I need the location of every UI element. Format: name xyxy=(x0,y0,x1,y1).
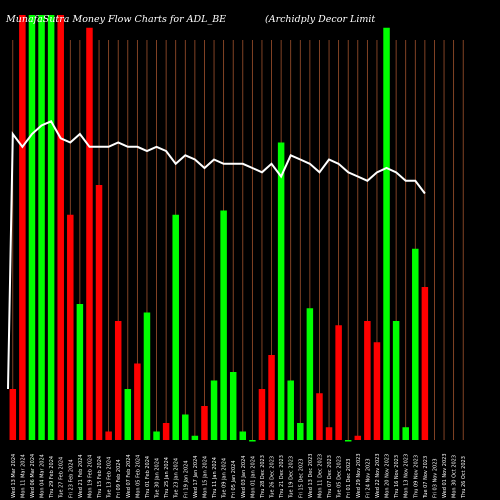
money-flow-bar xyxy=(28,15,36,440)
x-tick-label: Thu 21 Dec 2023 xyxy=(279,455,285,499)
x-tick-label: Mon 11 Mar 2024 xyxy=(20,454,26,498)
money-flow-bar xyxy=(344,440,352,442)
money-flow-bar xyxy=(105,431,112,440)
money-flow-bar xyxy=(297,423,304,440)
money-flow-bar xyxy=(383,27,390,440)
money-flow-bar xyxy=(172,214,179,440)
money-flow-bar xyxy=(316,393,323,440)
x-tick-label: Mon 01 Jan 2024 xyxy=(250,456,256,498)
x-tick-label: Tue 19 Dec 2023 xyxy=(289,456,295,499)
money-flow-bar xyxy=(402,427,409,440)
x-tick-label: Mon 30 Oct 2023 xyxy=(452,455,458,498)
money-flow-bar xyxy=(95,185,103,440)
x-tick-label: Thu 28 Dec 2023 xyxy=(260,455,266,499)
bar-series xyxy=(9,15,429,442)
x-tick-label: Wed 17 Jan 2024 xyxy=(193,456,199,498)
money-flow-bar xyxy=(57,15,64,440)
x-tick-label: Tue 05 Dec 2023 xyxy=(337,456,343,499)
money-flow-bar xyxy=(335,325,342,440)
money-flow-bar xyxy=(229,372,237,440)
money-flow-bar xyxy=(124,389,132,440)
money-flow-bar xyxy=(201,406,208,440)
money-flow-bar xyxy=(392,321,400,440)
x-tick-label: Mon 19 Feb 2024 xyxy=(87,455,93,498)
x-tick-label: Fri 19 Jan 2024 xyxy=(183,460,189,498)
money-flow-bar xyxy=(306,308,314,440)
x-tick-label: Tue 07 Nov 2023 xyxy=(423,456,429,499)
money-flow-bar xyxy=(162,423,170,440)
x-tick-label: Fri 23 Feb 2024 xyxy=(68,459,74,498)
money-flow-bar xyxy=(249,440,256,442)
money-flow-bar xyxy=(220,210,227,440)
money-flow-bar xyxy=(210,380,218,440)
money-flow-bar xyxy=(268,355,275,440)
money-flow-bar xyxy=(182,414,189,440)
money-flow-bar xyxy=(9,389,17,440)
money-flow-line-series xyxy=(7,120,426,390)
x-tick-label: Thu 25 Jan 2024 xyxy=(164,457,170,499)
x-tick-label: Wed 01 Nov 2023 xyxy=(442,453,448,498)
chart-title-company: (Archidply Decor Limit xyxy=(265,14,375,25)
x-tick-label: Fri 01 Dec 2023 xyxy=(346,459,352,499)
x-tick-label: Tue 26 Dec 2023 xyxy=(270,456,276,499)
x-tick-label: Mon 05 Feb 2024 xyxy=(135,455,141,498)
money-flow-bar xyxy=(258,389,266,440)
x-tick-label: Thu 01 Feb 2024 xyxy=(145,456,151,499)
x-tick-label: Tue 27 Feb 2024 xyxy=(59,457,65,499)
money-flow-bar xyxy=(19,15,26,440)
x-tick-label: Thu 29 Feb 2024 xyxy=(49,456,55,499)
x-tick-label: Thu 16 Nov 2023 xyxy=(394,455,400,499)
money-flow-bar xyxy=(287,380,294,440)
x-tick-label: Wed 06 Mar 2024 xyxy=(30,454,36,498)
money-flow-bar xyxy=(67,214,74,440)
x-tick-label: Wed 13 Mar 2024 xyxy=(11,454,17,498)
money-flow-bar xyxy=(325,427,333,440)
x-tick-label: Fri 24 Nov 2023 xyxy=(365,458,371,498)
x-tick-label: Wed 03 Jan 2024 xyxy=(241,456,247,498)
x-tick-label: Tue 09 Jan 2024 xyxy=(222,458,228,499)
chart-title: MunafaSutra Money Flow Charts for ADL_BE xyxy=(5,14,226,25)
x-tick-label: Thu 07 Dec 2023 xyxy=(327,455,333,499)
x-tick-label: Mon 04 Mar 2024 xyxy=(40,454,46,498)
money-flow-bar xyxy=(191,435,199,440)
money-flow-bar xyxy=(364,321,371,440)
x-tick-label: Mon 15 Jan 2024 xyxy=(202,456,208,498)
x-tick-label: Tue 13 Feb 2024 xyxy=(107,457,113,499)
money-flow-bar xyxy=(143,312,151,440)
x-tick-label: Wed 13 Dec 2023 xyxy=(308,454,314,498)
x-tick-label: Fri 03 Nov 2023 xyxy=(432,458,438,498)
money-flow-bar xyxy=(412,248,419,440)
x-tick-label: Mon 20 Nov 2023 xyxy=(385,454,391,498)
x-tick-label: Wed 21 Feb 2024 xyxy=(78,454,84,498)
money-flow-bar xyxy=(47,15,55,440)
money-flow-bar xyxy=(86,27,93,440)
x-tick-label: Wed 29 Nov 2023 xyxy=(356,453,362,498)
money-flow-bar xyxy=(354,435,362,440)
x-tick-label: Thu 15 Feb 2024 xyxy=(97,456,103,499)
x-tick-label: Mon 13 Nov 2023 xyxy=(404,454,410,498)
x-tick-label: Thu 11 Jan 2024 xyxy=(212,457,218,499)
money-flow-bar xyxy=(76,304,84,440)
x-tick-label: Tue 30 Jan 2024 xyxy=(155,458,161,499)
x-tick-label: Thu 09 Nov 2023 xyxy=(413,455,419,499)
money-flow-bar xyxy=(134,363,141,440)
money-flow-bar xyxy=(153,431,160,440)
money-flow-bar xyxy=(373,342,381,440)
money-flow-bar xyxy=(38,15,45,440)
x-tick-label: Fri 05 Jan 2024 xyxy=(231,460,237,498)
x-tick-label: Thu 26 Oct 2023 xyxy=(461,456,467,499)
x-tick-label: Wed 22 Nov 2023 xyxy=(375,453,381,498)
x-tick-label: Tue 23 Jan 2024 xyxy=(174,458,180,499)
money-flow-bar xyxy=(114,321,122,440)
x-tick-label: Wed 07 Feb 2024 xyxy=(126,454,132,498)
x-tick-labels: Wed 13 Mar 2024 Mon 11 Mar 2024 Wed 06 Mar… xyxy=(11,453,467,499)
money-flow-bar xyxy=(239,431,247,440)
money-flow-bar xyxy=(421,287,429,440)
x-tick-label: Mon 11 Dec 2023 xyxy=(317,454,323,498)
x-tick-label: Fri 15 Dec 2023 xyxy=(298,459,304,499)
x-tick-label: Fri 09 Feb 2024 xyxy=(116,459,122,498)
money-flow-bar xyxy=(277,142,285,440)
money-flow-line xyxy=(7,120,426,390)
